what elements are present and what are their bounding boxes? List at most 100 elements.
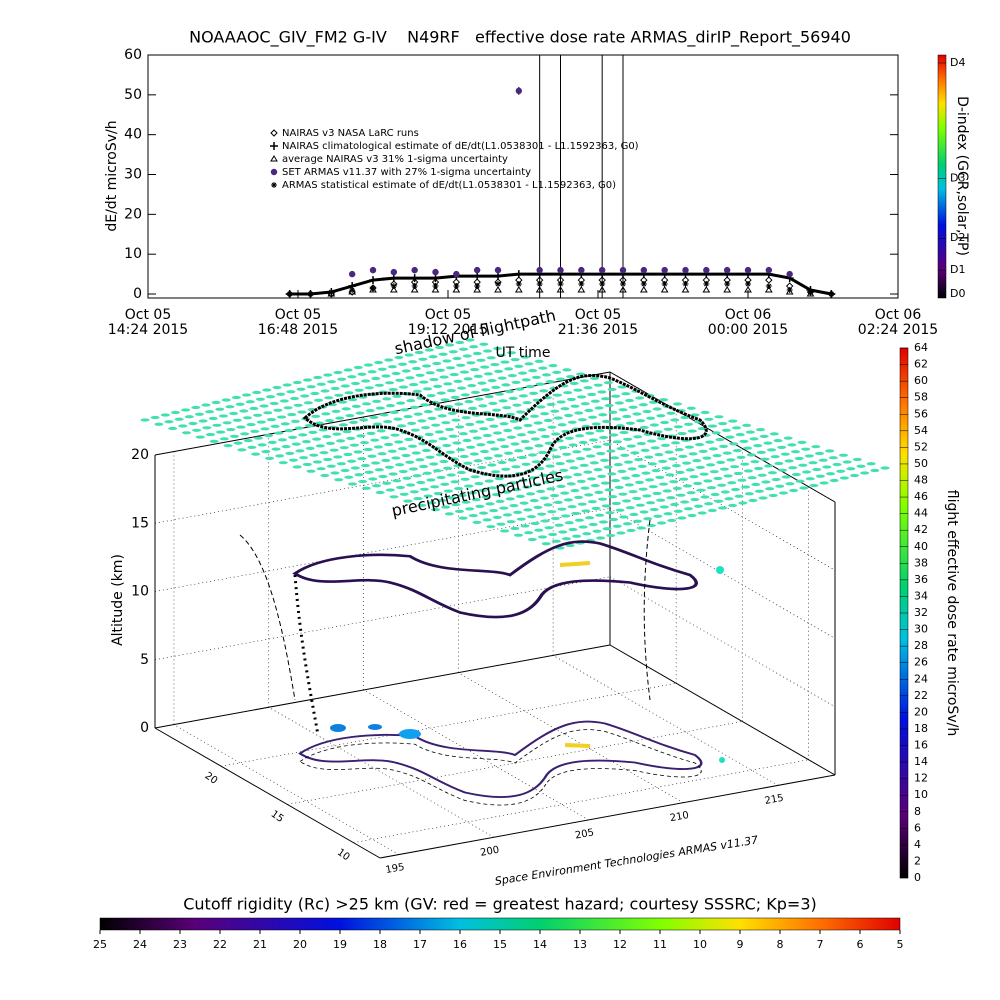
particle-arrow: [622, 522, 632, 526]
particle-arrow: [424, 348, 434, 352]
particle-arrow: [521, 378, 531, 382]
point: [703, 281, 710, 288]
rc-blob: [368, 724, 382, 730]
particle-arrow: [743, 446, 753, 450]
particle-arrow: [595, 513, 605, 517]
particle-arrow: [702, 456, 712, 460]
particle-arrow: [787, 443, 797, 447]
particle-arrow: [278, 461, 288, 465]
particle-arrow: [448, 350, 458, 354]
particle-arrow: [375, 406, 385, 410]
particle-arrow: [334, 478, 344, 482]
particle-arrow: [697, 511, 707, 515]
particle-arrow: [282, 383, 292, 387]
particle-arrow: [648, 485, 658, 489]
particle-arrow: [353, 365, 363, 370]
x-tick-label: 19:12 2015: [408, 322, 488, 338]
particle-arrow: [632, 412, 642, 416]
particle-arrow: [290, 396, 300, 401]
colorbar-tick-label: 6: [857, 938, 864, 951]
particle-arrow: [642, 494, 652, 498]
particle-arrow: [597, 474, 607, 478]
particle-arrow: [370, 438, 380, 442]
particle-arrow: [430, 485, 440, 489]
particle-arrow: [754, 489, 764, 493]
legend-entry: ARMAS statistical estimate of dE/dt(L1.0…: [282, 180, 616, 191]
particle-arrow: [594, 406, 604, 410]
particle-arrow: [683, 507, 693, 511]
particle-arrow: [475, 420, 485, 424]
particle-arrow: [590, 399, 600, 403]
particle-arrow: [320, 473, 330, 478]
particle-arrow: [439, 375, 449, 379]
dose-point: [716, 566, 724, 574]
particle-arrow: [324, 396, 334, 400]
particle-arrow: [674, 448, 684, 452]
particle-arrow: [235, 402, 245, 406]
particle-arrow: [815, 451, 825, 456]
particle-arrow: [492, 515, 502, 520]
particle-arrow: [270, 424, 280, 428]
particle-arrow: [646, 523, 656, 528]
particle-arrow: [422, 387, 432, 391]
particle-arrow: [743, 469, 753, 473]
particle-arrow: [722, 451, 732, 455]
particle-arrow: [271, 447, 281, 451]
particle-arrow: [391, 456, 401, 460]
particle-arrow: [280, 422, 290, 426]
particle-arrow: [576, 479, 586, 483]
particle-arrow: [312, 460, 322, 464]
particle-arrow: [476, 443, 486, 447]
particle-arrow: [564, 521, 574, 525]
colorbar-tick-label: 28: [914, 639, 928, 652]
particle-arrow: [474, 397, 484, 401]
axis-edge: [379, 774, 836, 859]
particle-arrow: [402, 476, 412, 480]
particle-arrow: [466, 445, 476, 449]
particle-arrow: [288, 458, 298, 462]
x-tick-label: 205: [574, 827, 595, 841]
particle-arrow: [333, 455, 343, 459]
particle-arrow: [499, 506, 509, 510]
particle-arrow: [528, 453, 538, 457]
particle-arrow: [415, 458, 425, 462]
particle-arrow: [680, 415, 690, 420]
particle-arrow: [245, 400, 255, 404]
particle-arrow: [712, 454, 722, 458]
particle-arrow: [534, 359, 544, 363]
dose-high-floor: [564, 743, 591, 748]
particle-arrow: [454, 509, 464, 513]
point: [786, 287, 793, 294]
particle-arrow: [714, 415, 724, 419]
particle-arrow: [465, 507, 475, 511]
particle-arrow: [389, 410, 399, 414]
particle-arrow: [578, 440, 588, 445]
particle-arrow: [467, 491, 477, 495]
particle-arrow: [525, 385, 535, 389]
particle-arrow: [645, 478, 655, 482]
particle-arrow: [343, 452, 353, 457]
particle-arrow: [711, 431, 721, 435]
particle-arrow: [860, 471, 870, 475]
particle-arrow: [819, 481, 829, 485]
particle-arrow: [665, 473, 675, 477]
point: [515, 87, 523, 95]
x-tick-label: 195: [385, 862, 406, 876]
particle-arrow: [514, 449, 524, 453]
particle-arrow: [638, 487, 648, 491]
particle-arrow: [562, 368, 572, 372]
particle-arrow: [425, 455, 435, 459]
particle-arrow: [627, 467, 637, 471]
particle-arrow: [822, 465, 832, 469]
particle-arrow: [584, 408, 594, 413]
particle-arrow: [513, 426, 523, 430]
particle-arrow: [465, 338, 475, 342]
particle-arrow: [607, 387, 617, 392]
colorbar-tick-label: 8: [914, 805, 921, 818]
particle-arrow: [205, 410, 215, 414]
particle-arrow: [201, 403, 211, 407]
particle-arrow: [552, 455, 561, 459]
particle-arrow: [419, 487, 429, 491]
particle-arrow: [676, 493, 686, 497]
particle-arrow: [444, 512, 454, 516]
